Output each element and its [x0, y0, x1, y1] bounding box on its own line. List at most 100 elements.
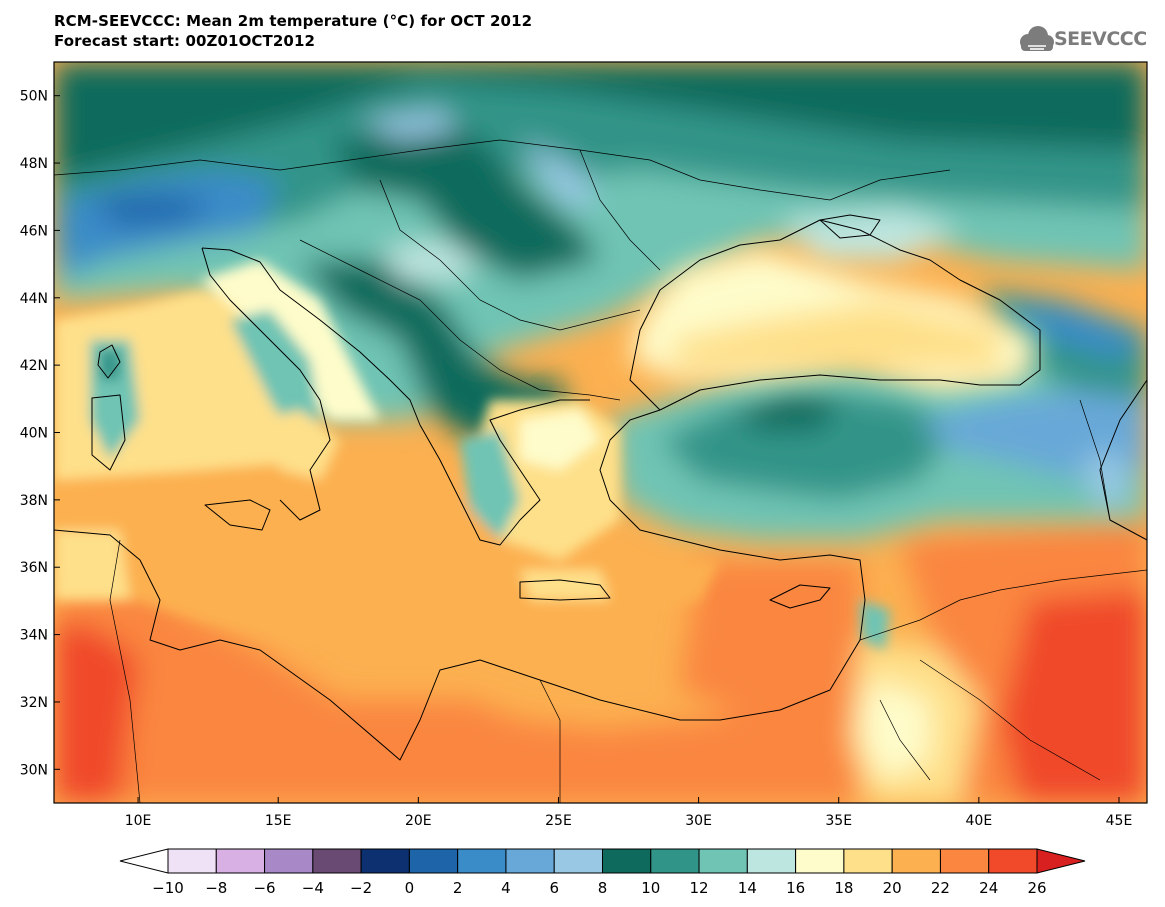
field-levant-24	[680, 560, 860, 720]
border-syria	[859, 569, 1147, 641]
lon-label: 40E	[966, 813, 993, 829]
coast-caspian	[1099, 379, 1147, 541]
border-libya-egypt	[539, 679, 561, 803]
colorbar-label: 20	[883, 879, 902, 897]
field-north-10	[54, 62, 1147, 180]
lat-label: 34N	[20, 628, 48, 644]
lat-label: 50N	[20, 89, 48, 105]
field-anatolia-10	[730, 390, 840, 430]
coast-sicily	[204, 499, 271, 531]
coastlines	[54, 214, 1147, 761]
field-iraq-26	[1000, 590, 1147, 803]
colorbar-box	[215, 848, 266, 874]
lon-label: 10E	[125, 813, 152, 829]
colorbar-label: 16	[786, 879, 805, 897]
longitude-axis: 10E 15E 20E 25E 30E 35E 40E 45E	[125, 797, 1133, 829]
colorbar-box	[891, 848, 941, 874]
lon-label: 20E	[405, 813, 432, 829]
colorbar-box	[602, 848, 652, 874]
border-iraq	[919, 659, 1101, 781]
colorbar-label: 14	[738, 879, 757, 897]
border-central-europe	[54, 139, 951, 201]
colorbar-label: 12	[690, 879, 709, 897]
colorbar-max-triangle	[1036, 848, 1086, 874]
colorbar-label: 6	[549, 879, 559, 897]
colorbar-box	[505, 848, 555, 874]
latitude-axis: 50N 48N 46N 44N 42N 40N 38N 36N 34N 32N 30N	[20, 89, 60, 778]
lat-label: 38N	[20, 493, 48, 509]
field-crete-20	[520, 570, 610, 600]
field-caucasus-4	[1000, 300, 1147, 360]
coast-cyprus	[769, 584, 831, 609]
field-alps-4	[60, 170, 280, 280]
border-balkans	[299, 239, 621, 401]
lat-label: 42N	[20, 358, 48, 374]
field-algeria-20	[54, 530, 130, 600]
field-hungary-16	[380, 240, 480, 280]
border-algeria-tunisia	[109, 539, 141, 803]
colorbar-box	[988, 848, 1038, 874]
colorbar-box	[360, 848, 410, 874]
title-line-1: RCM-SEEVCCC: Mean 2m temperature (°C) fo…	[54, 12, 533, 30]
colorbar-box	[795, 848, 845, 874]
colorbar-label: 10	[641, 879, 660, 897]
colorbar-label: −8	[205, 879, 227, 897]
field-balkans-10	[300, 260, 570, 440]
coast-adriatic-east	[201, 247, 421, 426]
border-danube	[439, 259, 641, 331]
colorbar-label: 4	[501, 879, 511, 897]
colorbar-box	[408, 848, 459, 874]
lat-label: 30N	[20, 762, 48, 778]
colorbar-label: 2	[453, 879, 463, 897]
lat-label: 46N	[20, 223, 48, 239]
coast-greece	[419, 399, 590, 546]
field-tunisia-26	[54, 620, 140, 803]
colorbar-box	[167, 848, 217, 874]
lat-label: 32N	[20, 695, 48, 711]
colorbar-label: −4	[302, 879, 324, 897]
border-hungary	[379, 179, 441, 261]
colorbar-box	[457, 848, 507, 874]
logo-text: SEEVCCC	[1054, 28, 1147, 50]
colorbar-box	[939, 848, 990, 874]
colorbar-min-triangle	[119, 848, 169, 874]
colorbar-box	[843, 848, 893, 874]
field-alps-2	[90, 195, 210, 225]
colorbar-label: 26	[1027, 879, 1046, 897]
coast-crete	[519, 579, 611, 601]
colorbar-label: −6	[253, 879, 275, 897]
lon-label: 45E	[1106, 813, 1133, 829]
field-poland-8	[360, 110, 460, 140]
field-aegean-18	[520, 410, 600, 470]
colorbar-label: 0	[405, 879, 415, 897]
lat-label: 36N	[20, 560, 48, 576]
field-greece-14	[460, 430, 520, 540]
coast-corsica	[97, 344, 121, 379]
temperature-field	[54, 62, 1147, 803]
border-iran	[1079, 399, 1111, 521]
lat-label: 44N	[20, 291, 48, 307]
field-sicily-20	[260, 410, 340, 480]
coast-turkey-south	[599, 409, 866, 601]
cloud-logo-icon	[1020, 26, 1054, 51]
field-blacksea-20	[670, 300, 1000, 370]
field-corsica-12	[100, 350, 120, 380]
borders	[54, 139, 1147, 803]
colorbar-label: 22	[931, 879, 950, 897]
colorbar-box	[553, 848, 604, 874]
colorbar-label: 18	[834, 879, 853, 897]
field-africa-24	[54, 590, 860, 803]
field-anatolia-12	[660, 390, 960, 500]
colorbar-label: 24	[979, 879, 998, 897]
lat-label: 40N	[20, 426, 48, 442]
lat-label: 48N	[20, 156, 48, 172]
colorbar-label: −10	[152, 879, 184, 897]
field-caucasus-12	[980, 290, 1147, 400]
map-title: RCM-SEEVCCC: Mean 2m temperature (°C) fo…	[54, 11, 532, 51]
colorbar-box	[746, 848, 797, 874]
coast-black-sea	[629, 219, 1041, 411]
colorbar-label: −2	[350, 879, 372, 897]
field-med-22	[54, 460, 720, 650]
colorbar-box	[650, 848, 700, 874]
